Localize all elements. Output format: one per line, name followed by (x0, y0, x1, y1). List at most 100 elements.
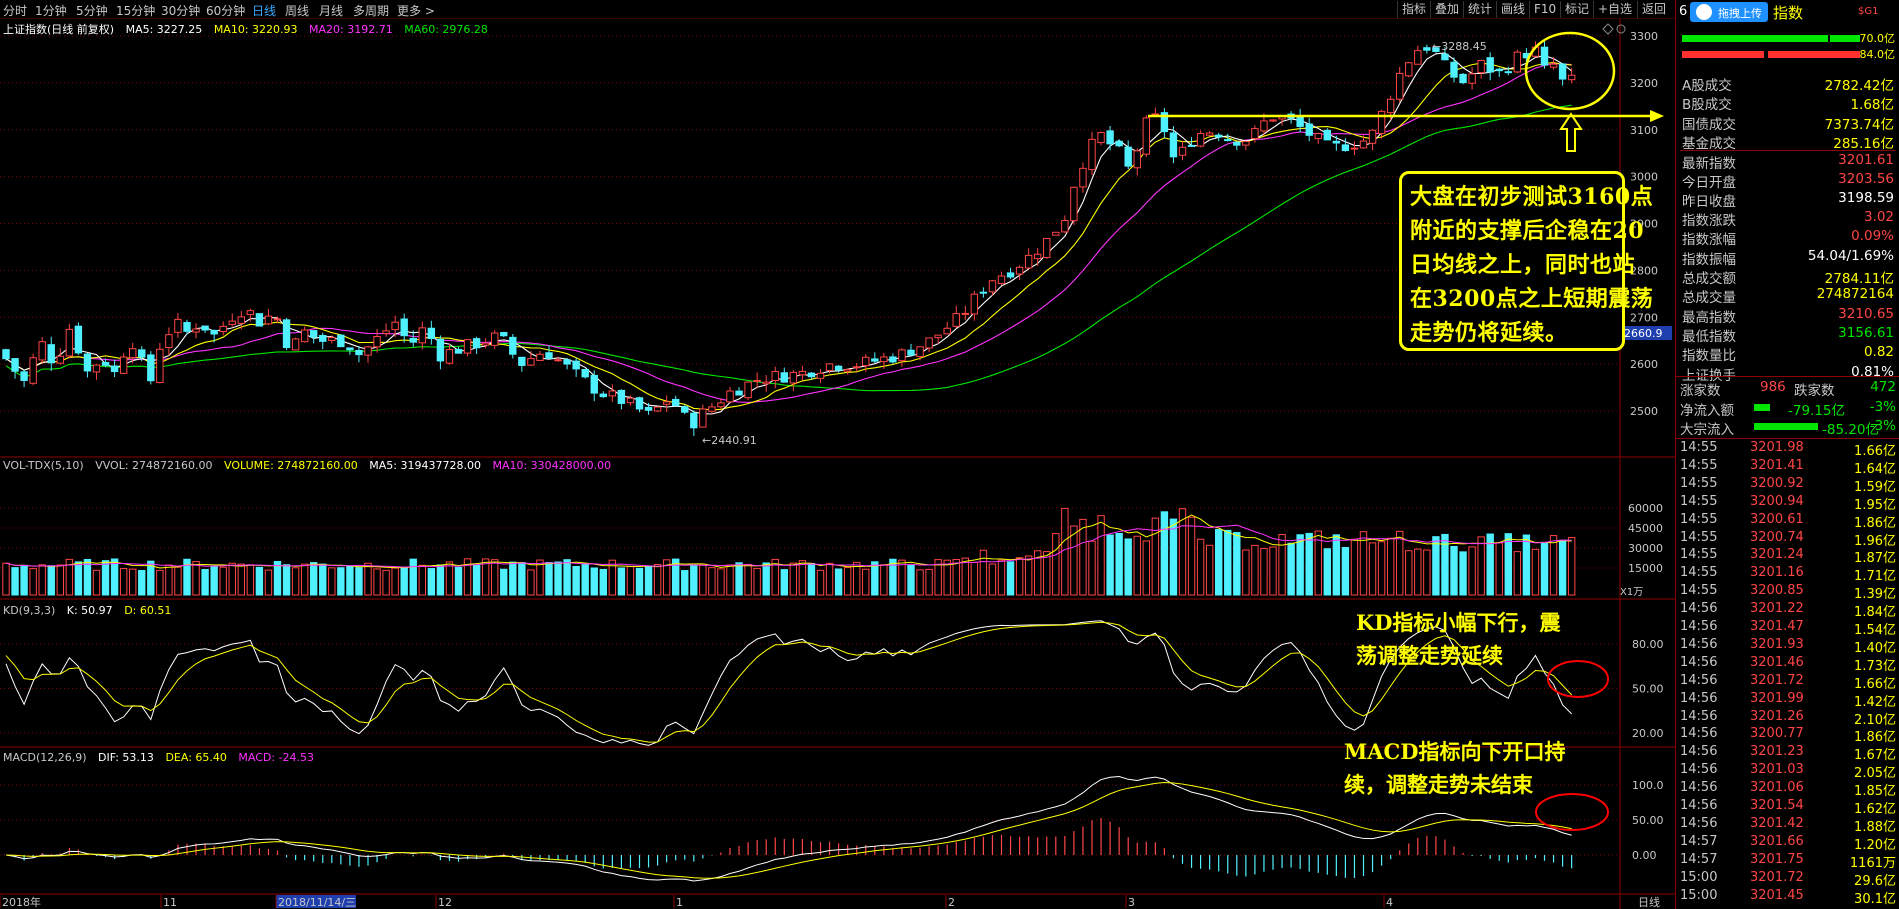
stat-value: 3203.56 (1838, 170, 1894, 187)
candle-up (391, 321, 399, 331)
timeframe-tab-1min[interactable]: 1分钟 (35, 4, 67, 18)
candle-down (690, 412, 698, 429)
candle-down (1495, 68, 1503, 72)
volume-bar-up (979, 549, 988, 596)
f10-button[interactable]: F10 (1529, 1, 1560, 18)
tick-price: 3200.94 (1750, 493, 1804, 509)
macd-highlight-ellipse (1535, 793, 1609, 831)
x-label-year: 2018年 (2, 895, 41, 909)
tick-list[interactable]: 14:55 3201.98 1.66亿 14:55 3201.41 1.64亿 14:55 3… (1676, 438, 1899, 907)
candle-up (771, 371, 779, 381)
tick-time: 14:56 (1680, 780, 1718, 796)
timeframe-tab-15min[interactable]: 15分钟 (116, 4, 156, 18)
stats-button[interactable]: 统计 (1463, 1, 1496, 18)
candle-down (1305, 123, 1313, 136)
tick-price: 3200.85 (1750, 583, 1804, 599)
chart-area[interactable]: 3300 3200 3100 3000 2900 2800 2700 2600 2500 6000… (0, 19, 1675, 909)
tick-row: 14:57 3201.75 1161万 (1676, 851, 1899, 871)
overlay-button[interactable]: 叠加 (1430, 1, 1463, 18)
timeframe-tab-60min[interactable]: 60分钟 (206, 4, 246, 18)
timeframe-tab-weekly[interactable]: 周线 (285, 4, 310, 18)
timeframe-tab-5min[interactable]: 5分钟 (76, 4, 108, 18)
tick-price: 3201.72 (1750, 672, 1804, 688)
candle-down (1432, 47, 1440, 52)
mark-button[interactable]: 标记 (1560, 1, 1593, 18)
k-line (5, 620, 1573, 746)
tick-price: 3201.72 (1750, 869, 1804, 885)
tick-vol: 1161万 (1849, 855, 1896, 871)
volume-bar-up (219, 566, 227, 596)
add-watchlist-button[interactable]: +自选 (1593, 1, 1636, 18)
tick-row: 14:56 3201.42 1.88亿 (1676, 815, 1899, 835)
timeframe-tab-more[interactable]: 更多 > (397, 4, 435, 18)
draw-line-button[interactable]: 画线 (1496, 1, 1529, 18)
timeframe-tab-daily[interactable]: 日线 (252, 4, 277, 18)
tick-price: 3201.46 (1750, 654, 1804, 670)
candle-down (1441, 53, 1449, 61)
volume-bar-up (988, 563, 997, 596)
ma5-line (5, 52, 1572, 415)
macd-annotation: MACD指标向下开口持 续，调整走势未结束 (1344, 735, 1565, 801)
volume-bar-up (1567, 537, 1576, 596)
outflow-bar (1682, 51, 1764, 58)
current-price-tag: 2660.9 (1624, 327, 1663, 340)
tick-vol: 1.87亿 (1854, 551, 1896, 567)
stat-row: 今日开盘 3203.56 (1680, 170, 1896, 191)
volume-bar-down (1540, 541, 1549, 596)
volume-bar-up (608, 559, 617, 596)
volume-bar-up (92, 569, 101, 596)
volume-unit-label: X1万 (1620, 587, 1643, 598)
volume-bar-up (1513, 551, 1522, 596)
volume-bar-down (1115, 532, 1123, 596)
kline-chart[interactable]: 3300 3200 3100 3000 2900 2800 2700 2600 2500 6000… (0, 19, 1675, 909)
upload-button[interactable]: 拖拽上传 (1690, 2, 1768, 22)
volume-bar-up (156, 569, 164, 596)
candle-down (409, 337, 417, 343)
tick-vol: 1.64亿 (1854, 461, 1896, 477)
d-value-legend: D: 60.51 (124, 604, 172, 617)
candle-up (373, 335, 381, 348)
tick-row: 14:56 3200.77 1.86亿 (1676, 725, 1899, 745)
candle-up (1205, 132, 1214, 136)
volume-bar-up (527, 569, 535, 596)
volume-bar-down (138, 569, 146, 596)
candle-up (708, 406, 716, 412)
volume-bar-down (509, 561, 517, 596)
timeframe-tab-30min[interactable]: 30分钟 (161, 4, 201, 18)
tick-price: 3201.99 (1750, 690, 1804, 706)
candle-up (662, 401, 671, 405)
candle-up (1269, 119, 1277, 122)
candle-up (1242, 141, 1250, 146)
candle-down (590, 374, 598, 394)
candle-down (2, 349, 10, 360)
tick-price: 3201.16 (1750, 565, 1804, 581)
back-button[interactable]: 返回 (1637, 1, 1670, 18)
timeframe-tab-monthly[interactable]: 月线 (319, 4, 344, 18)
inflow-bar (1682, 35, 1828, 42)
y-tick-label: 2800 (1630, 264, 1658, 277)
tick-row: 14:56 3201.03 2.05亿 (1676, 761, 1899, 781)
tick-price: 3201.23 (1750, 744, 1804, 760)
candle-down (500, 332, 508, 337)
x-label-mar: 3 (1128, 896, 1135, 909)
volume-bar-down (427, 568, 436, 596)
volume-bar-up (943, 559, 951, 596)
candle-up (418, 327, 427, 344)
volume-bar-down (83, 558, 92, 596)
flow-bar (1754, 404, 1770, 411)
timeframe-tab-intraday[interactable]: 分时 (3, 4, 28, 18)
tick-price: 3201.75 (1750, 851, 1804, 867)
candle-up (246, 310, 255, 315)
volume-bar-up (1088, 540, 1096, 596)
volume-bar-down (1522, 534, 1531, 596)
tick-time: 14:55 (1680, 511, 1718, 527)
volume-bar-up (880, 564, 888, 596)
tick-row: 14:55 3200.92 1.59亿 (1676, 475, 1899, 495)
volume-bar-down (1450, 545, 1458, 596)
timeframe-tab-multi[interactable]: 多周期 (353, 4, 390, 18)
indicator-button[interactable]: 指标 (1397, 1, 1430, 18)
volume-bar-down (1233, 532, 1241, 596)
volume-bar-down (319, 563, 327, 596)
tick-row: 14:56 3201.99 1.42亿 (1676, 690, 1899, 710)
candle-up (129, 348, 137, 359)
